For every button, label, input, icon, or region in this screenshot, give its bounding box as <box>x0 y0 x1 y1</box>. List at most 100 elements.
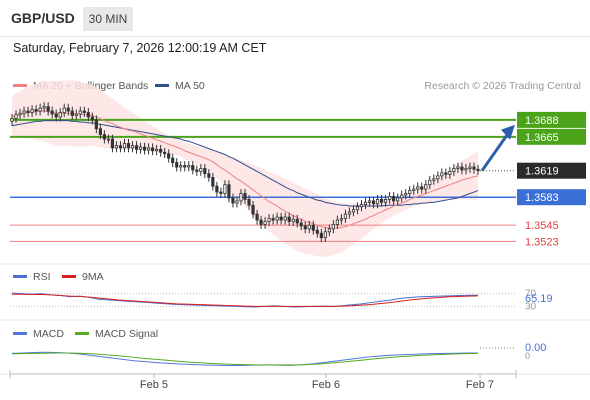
legend-rsi: RSI <box>13 271 51 283</box>
ma50-label: MA 50 <box>175 80 205 92</box>
candle <box>416 186 420 190</box>
level-label: 1.3583 <box>525 192 559 204</box>
candle <box>323 231 327 239</box>
candle <box>436 175 440 180</box>
candle <box>58 112 62 118</box>
candle <box>460 166 464 171</box>
rsi-label: RSI <box>33 271 51 283</box>
candle <box>171 157 175 163</box>
candle <box>412 188 416 191</box>
candle <box>42 106 46 109</box>
candle <box>187 165 191 168</box>
candle <box>371 200 376 205</box>
candle <box>195 169 199 172</box>
candle <box>404 193 408 196</box>
candle <box>400 194 404 199</box>
level-label: 1.3665 <box>525 132 559 144</box>
ma20-swatch <box>13 83 27 87</box>
candle <box>359 204 364 208</box>
macd-value: 0.00 <box>525 342 546 354</box>
candle <box>347 211 352 215</box>
candle <box>311 224 315 231</box>
level-badge <box>517 189 586 206</box>
candle <box>343 213 348 219</box>
rsi-ma-label: 9MA <box>82 271 104 283</box>
candle <box>331 224 335 230</box>
candle <box>424 184 428 190</box>
candle <box>134 145 139 150</box>
candle <box>146 147 151 151</box>
candle <box>179 165 183 168</box>
candle <box>215 185 219 193</box>
candle <box>86 112 90 118</box>
candle <box>54 113 58 118</box>
candle <box>138 146 143 150</box>
rsi-ma-line <box>12 293 479 307</box>
candle <box>78 110 82 115</box>
candle <box>384 199 388 203</box>
candle <box>263 221 267 225</box>
candle <box>440 172 444 177</box>
ma50-line <box>11 120 479 207</box>
candle <box>452 168 456 172</box>
candle <box>46 106 50 112</box>
candle <box>464 168 468 171</box>
candle <box>155 148 159 152</box>
candle <box>235 200 239 204</box>
macd-label: MACD <box>33 328 64 340</box>
candle <box>287 216 291 222</box>
candle <box>375 199 380 205</box>
candle <box>355 206 360 211</box>
candle <box>379 199 384 203</box>
candle <box>432 178 436 181</box>
candle <box>275 216 279 221</box>
candle <box>102 134 106 140</box>
forecast-arrow-head <box>501 124 515 140</box>
candle <box>26 110 30 113</box>
candle <box>130 145 135 149</box>
candle <box>335 219 339 225</box>
candle <box>30 109 34 113</box>
candle <box>255 213 259 221</box>
candle <box>34 109 38 112</box>
chart-header: GBP/USD 30 MIN <box>0 0 590 37</box>
rsi-value: 65.19 <box>525 293 553 305</box>
candle <box>420 186 424 190</box>
ma50-swatch <box>155 83 169 87</box>
timestamp: Saturday, February 7, 2026 12:00:19 AM C… <box>13 41 267 55</box>
last-price-label: 1.3619 <box>525 166 559 178</box>
candle <box>219 191 223 194</box>
candle <box>319 232 323 239</box>
candle <box>327 228 331 233</box>
last-price-badge <box>517 162 586 179</box>
candle <box>66 107 70 112</box>
symbol-title: GBP/USD <box>11 10 75 26</box>
candle <box>118 145 123 149</box>
macd-swatch <box>13 331 27 335</box>
level-badge <box>517 128 586 145</box>
candle <box>126 143 131 149</box>
candle <box>428 179 432 186</box>
candle <box>142 146 147 151</box>
legend-macd: MACD <box>13 328 64 340</box>
macd-signal-label: MACD Signal <box>95 328 159 340</box>
candle <box>231 197 235 204</box>
level-label: 1.3688 <box>525 115 559 127</box>
timeframe-button[interactable]: 30 MIN <box>83 7 133 31</box>
candle <box>299 222 303 227</box>
level-badge <box>517 111 586 128</box>
macd-signal-swatch <box>75 331 89 335</box>
candle <box>388 196 392 200</box>
candle <box>74 113 78 116</box>
candle <box>271 218 275 221</box>
candle <box>122 143 127 149</box>
candle <box>159 148 163 153</box>
forecast-arrow <box>480 132 510 172</box>
candle <box>211 176 215 187</box>
candle <box>223 184 227 194</box>
level-label: 1.3545 <box>525 220 559 232</box>
candle <box>283 216 287 221</box>
candle <box>22 110 26 114</box>
candle <box>199 168 203 172</box>
